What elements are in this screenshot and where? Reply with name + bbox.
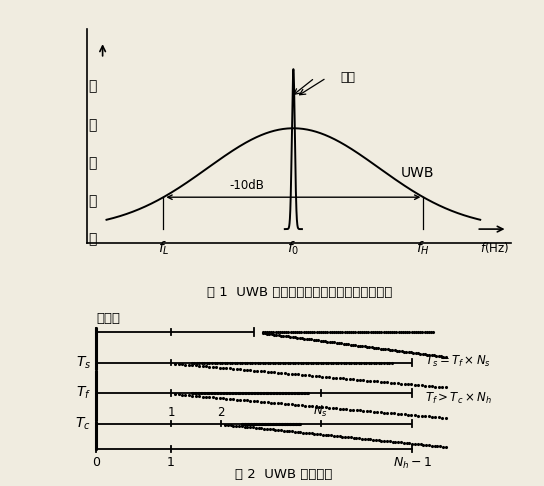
Text: 图 1  UWB 信号与窄带信号功率谱密度的比较: 图 1 UWB 信号与窄带信号功率谱密度的比较 bbox=[207, 286, 392, 299]
Text: -10dB: -10dB bbox=[229, 179, 264, 192]
Text: $T_s$: $T_s$ bbox=[76, 354, 91, 371]
Text: 信息包: 信息包 bbox=[96, 312, 120, 325]
Text: 2: 2 bbox=[217, 405, 225, 418]
Text: $f_H$: $f_H$ bbox=[416, 240, 430, 257]
Text: 1: 1 bbox=[167, 455, 175, 469]
Text: 谱: 谱 bbox=[89, 156, 97, 170]
Text: 密: 密 bbox=[89, 194, 97, 208]
Text: $T_f$: $T_f$ bbox=[76, 385, 91, 401]
Text: UWB: UWB bbox=[401, 167, 435, 180]
Text: 度: 度 bbox=[89, 232, 97, 246]
Text: $T_s=T_f\times N_s$: $T_s=T_f\times N_s$ bbox=[425, 354, 491, 369]
Text: 窄带: 窄带 bbox=[340, 71, 355, 85]
Text: 1: 1 bbox=[167, 405, 175, 418]
Text: $f_L$: $f_L$ bbox=[158, 240, 169, 257]
Text: $N_s$: $N_s$ bbox=[313, 403, 328, 418]
Text: $f_0$: $f_0$ bbox=[287, 240, 300, 257]
Text: $T_f>T_c\times N_h$: $T_f>T_c\times N_h$ bbox=[425, 391, 492, 406]
Text: $N_h-1$: $N_h-1$ bbox=[393, 455, 432, 470]
Text: 图 2  UWB 信号格式: 图 2 UWB 信号格式 bbox=[234, 469, 332, 481]
Text: 率: 率 bbox=[89, 118, 97, 132]
Text: 0: 0 bbox=[92, 455, 100, 469]
Text: $f$(Hz): $f$(Hz) bbox=[480, 240, 509, 255]
Text: 功: 功 bbox=[89, 80, 97, 93]
Text: $T_c$: $T_c$ bbox=[75, 416, 91, 432]
